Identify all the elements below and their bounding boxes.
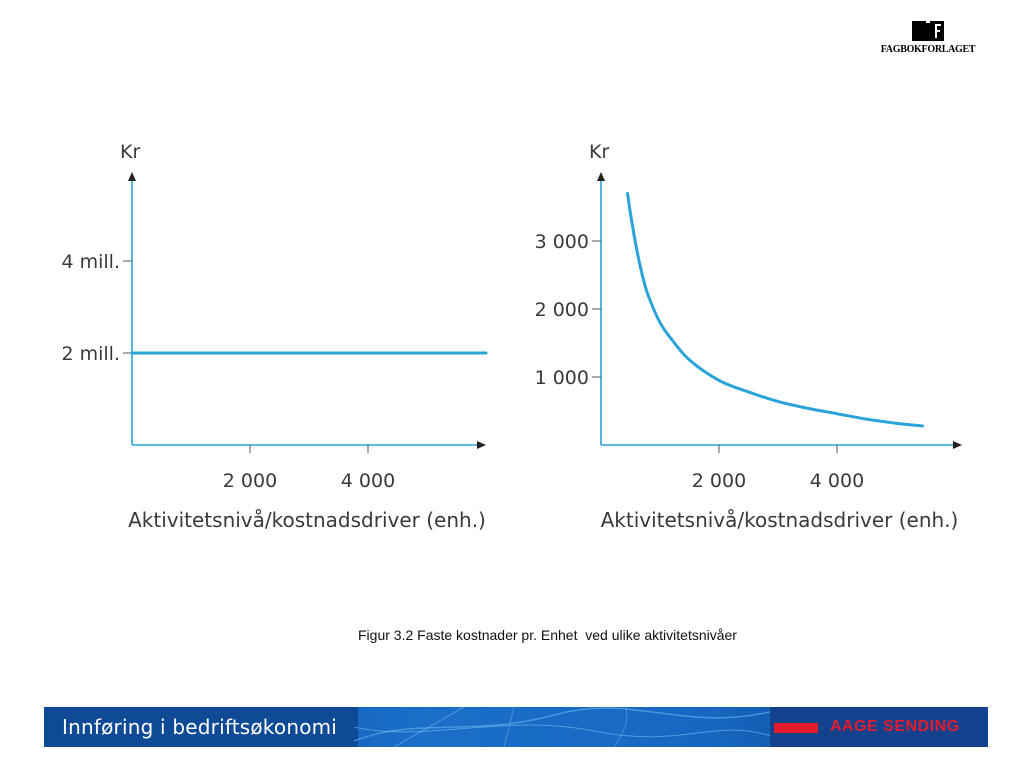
brand-logo-icon [774, 723, 818, 733]
footer-title-panel: Innføring i bedriftsøkonomi [44, 707, 358, 747]
y-tick-label: 3 000 [535, 231, 589, 253]
fixed-cost-total-chart: Kr Aktivitetsnivå/kostnadsdriver (enh.) 2 … [61, 141, 488, 532]
fixed-cost-per-unit-chart: Kr Aktivitetsnivå/kostnadsdriver (enh.) 2 … [535, 141, 962, 532]
footer-brand: AAGE SENDING [830, 718, 960, 735]
footer-swoosh-decoration [354, 707, 774, 747]
charts-canvas: Kr Aktivitetsnivå/kostnadsdriver (enh.) 2 … [61, 141, 962, 532]
x-axis-label: Aktivitetsnivå/kostnadsdriver (enh.) [128, 508, 486, 532]
figure-caption: Figur 3.2 Faste kostnader pr. Enhet ved … [358, 627, 737, 643]
y-axis-arrow-icon [128, 172, 136, 181]
footer-brand-panel: AAGE SENDING [770, 707, 988, 747]
x-tick-label: 2 000 [692, 470, 746, 492]
y-axis-label: Kr [589, 141, 609, 163]
x-axis-arrow-icon [953, 441, 962, 449]
footer-banner: Innføring i bedriftsøkonomi AAGE SENDING [44, 707, 988, 747]
series-line [626, 191, 925, 428]
y-tick-label: 4 mill. [61, 251, 120, 273]
y-tick-label: 2 mill. [61, 343, 120, 365]
footer-title: Innføring i bedriftsøkonomi [62, 715, 338, 739]
x-axis-arrow-icon [477, 441, 486, 449]
y-axis-label: Kr [120, 141, 140, 163]
x-tick-label: 4 000 [341, 470, 395, 492]
x-axis-label: Aktivitetsnivå/kostnadsdriver (enh.) [601, 508, 959, 532]
publisher-logo: FAGBOKFORLAGET [878, 20, 978, 55]
book-icon [912, 21, 944, 41]
x-tick-label: 4 000 [810, 470, 864, 492]
publisher-name: FAGBOKFORLAGET [880, 44, 976, 55]
y-tick-label: 1 000 [535, 367, 589, 389]
y-axis-arrow-icon [597, 172, 605, 181]
y-tick-label: 2 000 [535, 299, 589, 321]
x-tick-label: 2 000 [223, 470, 277, 492]
